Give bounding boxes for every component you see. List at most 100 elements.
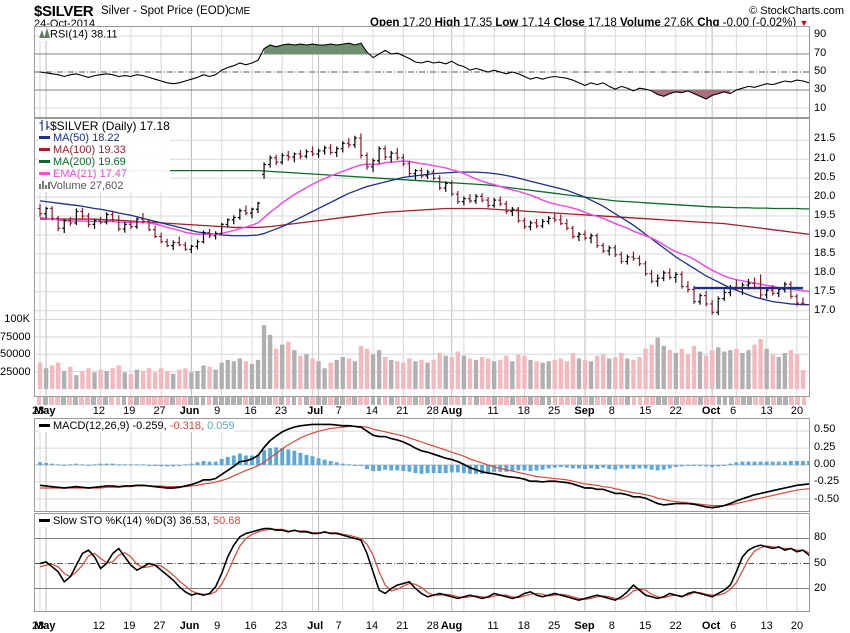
x-axis-band <box>170 397 175 405</box>
x-axis-band <box>582 397 588 405</box>
x-axis-label-aug: Aug <box>440 620 463 632</box>
x-axis-label-25: 25 <box>548 405 561 417</box>
x-axis-band <box>795 397 801 405</box>
macd-tick-0: 0.50 <box>814 423 836 436</box>
x-axis-band <box>328 397 333 405</box>
price-panel[interactable]: $SILVER (Daily) 17.18 MA(50) 18.22 MA(10… <box>34 118 810 397</box>
legend-ma50: MA(50) 18.22 <box>39 132 170 144</box>
x-axis-band <box>425 397 430 405</box>
price-tick-8: 17.5 <box>814 285 836 298</box>
x-axis-label-18: 18 <box>517 620 530 632</box>
x-axis-label-28: 28 <box>426 405 439 417</box>
x-axis-band <box>218 397 224 405</box>
x-axis-label-jun: Jun <box>179 620 200 632</box>
x-axis-band <box>461 397 467 405</box>
symbol-description: Silver - Spot Price (EOD) <box>101 5 229 17</box>
x-axis-band <box>334 397 339 405</box>
rsi-tick-2: 50 <box>814 65 827 77</box>
x-axis-band <box>589 397 594 405</box>
x-axis-band <box>79 397 84 405</box>
ma200-label: MA(200) 19.69 <box>53 156 126 168</box>
x-axis-label-15: 15 <box>639 405 652 417</box>
x-axis-band <box>637 397 643 405</box>
price-legend: $SILVER (Daily) 17.18 MA(50) 18.22 MA(10… <box>39 120 170 192</box>
x-axis-band <box>109 397 115 405</box>
x-axis-band <box>777 397 783 405</box>
sto-tick-0: 80 <box>814 531 827 543</box>
x-axis-band <box>42 397 48 405</box>
x-axis-band <box>789 397 795 405</box>
x-axis-band <box>115 397 121 405</box>
x-axis-band <box>151 397 157 405</box>
chg-down-arrow-icon[interactable]: ▼ <box>799 18 809 28</box>
macd-tick-1: 0.25 <box>814 440 836 453</box>
x-axis-band <box>255 397 260 405</box>
x-axis-label-16: 16 <box>244 620 257 632</box>
x-axis-label-19: 19 <box>123 405 136 417</box>
price-title: $SILVER (Daily) 17.18 <box>50 119 170 133</box>
x-axis-label-28: 28 <box>32 620 45 632</box>
rsi-panel[interactable]: RSI(14) 38.11 <box>34 26 810 118</box>
sto-swatch-icon <box>39 518 50 522</box>
x-axis-band <box>85 397 91 405</box>
x-axis-band <box>576 397 582 405</box>
x-axis-label-may: May <box>34 620 56 632</box>
x-axis-label-7: 7 <box>335 405 342 417</box>
x-axis-band <box>704 397 710 405</box>
ma50-label: MA(50) 18.22 <box>53 132 120 144</box>
x-axis-band <box>158 397 163 405</box>
x-axis-band <box>273 397 279 405</box>
macd-legend-main: MACD(12,26,9) -0.259, <box>53 420 167 432</box>
x-axis-band <box>164 397 169 405</box>
x-axis-label-18: 18 <box>517 405 530 417</box>
x-axis-band <box>224 397 230 405</box>
x-axis-band <box>613 397 619 405</box>
macd-tick-4: -0.50 <box>814 492 840 505</box>
x-axis-band <box>765 397 770 405</box>
sto-legend-main: Slow STO %K(14) %D(3) 36.53, <box>53 515 210 527</box>
x-axis-band <box>437 397 443 405</box>
x-axis-band <box>686 397 692 405</box>
macd-panel[interactable]: MACD(12,26,9) -0.259, -0.318, 0.059 <box>34 418 810 512</box>
x-axis-band <box>60 397 66 405</box>
x-axis-band <box>485 397 491 405</box>
x-axis-band <box>376 397 382 405</box>
x-axis-label-23: 23 <box>274 620 288 632</box>
x-axis-label-sep: Sep <box>574 620 595 632</box>
x-axis-band <box>546 397 552 405</box>
x-axis-label-jul: Jul <box>307 620 324 632</box>
x-axis-band <box>97 397 103 405</box>
price-legend-title-line: $SILVER (Daily) 17.18 <box>39 120 170 132</box>
x-axis-band <box>728 397 734 405</box>
x-axis-band <box>200 397 206 405</box>
x-axis-band <box>297 397 303 405</box>
macd-tick-2: 0.00 <box>814 458 836 470</box>
x-axis-band <box>473 397 479 405</box>
volume-tick-3: 25000 <box>0 365 31 378</box>
x-axis-label-8: 8 <box>608 405 615 417</box>
x-axis-upper: 28 May 12 19 27 Jun 9 16 23 Jul 7 14 21 28 Aug 11 18 25 Se… <box>32 397 810 417</box>
x-axis-band <box>303 397 309 405</box>
volume-tick-1: 75000 <box>0 330 31 343</box>
ema21-label: EMA(21) 17.47 <box>53 168 127 180</box>
x-axis-label-13: 13 <box>760 405 773 417</box>
x-axis-band <box>121 397 127 405</box>
symbol-ticker: $SILVER <box>34 3 94 20</box>
x-axis-band <box>370 397 376 405</box>
volume-legend-label: Volume 27,602 <box>50 180 124 192</box>
sto-panel[interactable]: Slow STO %K(14) %D(3) 36.53, 50.68 <box>34 513 810 612</box>
price-tick-2: 20.5 <box>814 170 836 183</box>
x-axis-band <box>540 397 546 405</box>
x-axis-band <box>340 397 345 405</box>
x-axis-band <box>400 397 406 405</box>
price-tick-4: 19.5 <box>814 208 836 221</box>
x-axis-band <box>267 397 273 405</box>
sto-tick-2: 20 <box>814 582 827 594</box>
x-axis-band <box>413 397 418 405</box>
price-tick-3: 20.0 <box>814 189 836 202</box>
sto-tick-1: 50 <box>814 556 827 569</box>
x-axis-label-16: 16 <box>244 405 257 417</box>
price-plot <box>35 119 809 396</box>
exchange-label: CME <box>228 6 251 17</box>
x-axis-band <box>516 397 522 405</box>
